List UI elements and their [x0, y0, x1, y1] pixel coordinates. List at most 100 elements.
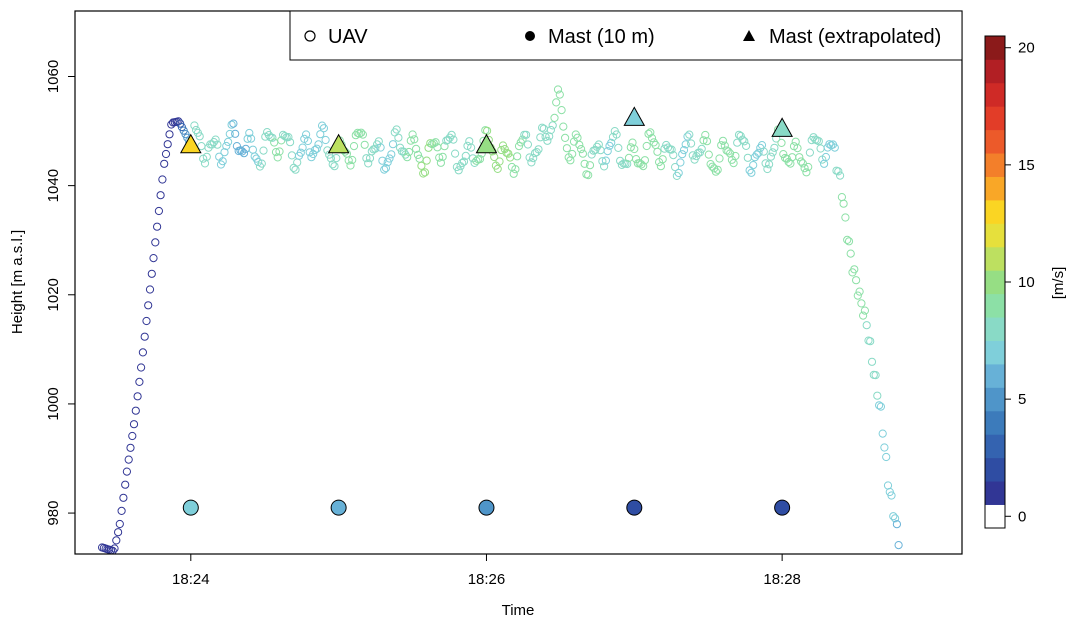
- uav-point: [612, 130, 621, 139]
- uav-point: [562, 144, 572, 153]
- colorbar-band: [985, 176, 1005, 201]
- uav-point: [406, 136, 415, 145]
- uav-point: [509, 169, 518, 178]
- uav-point: [876, 402, 886, 411]
- uav-point: [821, 152, 831, 162]
- uav-point: [135, 377, 144, 386]
- uav-point: [860, 306, 870, 315]
- colorbar-band: [985, 410, 1005, 435]
- uav-point: [117, 506, 126, 515]
- uav-point: [534, 145, 543, 154]
- colorbar-band: [985, 504, 1005, 529]
- uav-point: [475, 155, 485, 164]
- colorbar-tick-label: 20: [1018, 40, 1035, 57]
- uav-point: [380, 165, 389, 174]
- uav-point: [195, 132, 204, 141]
- uav-point: [454, 166, 463, 175]
- uav-point: [128, 431, 137, 441]
- uav-point: [286, 138, 295, 147]
- uav-point: [844, 237, 854, 246]
- uav-point: [190, 121, 199, 130]
- uav-point: [259, 146, 268, 155]
- uav-point: [387, 150, 396, 159]
- uav-point: [640, 156, 650, 165]
- uav-point: [720, 141, 729, 150]
- x-tick-label: 18:28: [763, 571, 801, 588]
- uav-point: [131, 406, 140, 415]
- uav-point: [119, 493, 128, 502]
- uav-point: [147, 269, 156, 278]
- uav-point: [795, 153, 804, 162]
- uav-point: [156, 191, 165, 200]
- uav-point: [646, 128, 655, 137]
- uav-point: [490, 152, 499, 162]
- uav-point: [318, 121, 327, 130]
- legend-box: [289, 10, 963, 61]
- uav-point: [766, 152, 776, 161]
- uav-point: [802, 168, 811, 177]
- y-tick-label: 980: [45, 501, 62, 526]
- uav-point: [355, 129, 364, 138]
- uav-point: [529, 154, 538, 163]
- uav-point: [667, 145, 676, 154]
- uav-point: [836, 171, 845, 180]
- colorbar-band: [985, 246, 1005, 271]
- colorbar-label: [m/s]: [1050, 267, 1067, 300]
- uav-point: [211, 135, 220, 144]
- uav-point: [364, 159, 373, 168]
- legend-filled-circle-icon: [525, 31, 535, 41]
- uav-point: [855, 287, 864, 296]
- uav-point: [889, 512, 898, 521]
- mast-point: [330, 499, 347, 516]
- uav-point: [598, 157, 607, 166]
- uav-point: [383, 158, 392, 167]
- uav-point: [348, 155, 357, 165]
- uav-point: [536, 133, 545, 142]
- uav-point: [245, 128, 254, 138]
- uav-point: [600, 162, 609, 171]
- uav-point: [436, 158, 445, 167]
- uav-point: [467, 143, 476, 152]
- uav-point: [875, 401, 884, 410]
- uav-point: [649, 138, 658, 147]
- uav-point: [603, 147, 612, 156]
- uav-point: [669, 151, 678, 160]
- uav-point: [701, 130, 710, 140]
- uav-point: [224, 137, 233, 146]
- colorbar-band: [985, 481, 1005, 505]
- uav-point: [459, 157, 469, 166]
- uav-point: [344, 156, 353, 165]
- uav-point: [685, 130, 694, 139]
- uav-point: [681, 140, 690, 149]
- uav-point: [679, 146, 689, 155]
- uav-point: [862, 321, 871, 330]
- uav-point: [451, 149, 460, 158]
- uav-point: [630, 144, 639, 154]
- uav-point: [674, 168, 683, 178]
- uav-point: [522, 130, 531, 139]
- uav-point: [417, 161, 426, 170]
- legend-open-circle-icon: [304, 30, 316, 42]
- uav-point: [759, 147, 768, 156]
- uav-point: [850, 265, 859, 274]
- uav-point: [892, 520, 902, 529]
- uav-point: [122, 467, 132, 476]
- uav-point: [426, 139, 435, 148]
- uav-point: [841, 213, 850, 222]
- uav-point: [165, 130, 174, 139]
- uav-point: [639, 162, 648, 171]
- uav-point: [346, 161, 355, 170]
- uav-point: [797, 157, 806, 166]
- uav-point: [243, 134, 252, 143]
- uav-point: [124, 455, 133, 464]
- uav-point: [642, 141, 651, 151]
- uav-point: [523, 140, 533, 149]
- uav-point: [112, 536, 121, 545]
- uav-point: [403, 153, 412, 162]
- uav-point: [254, 157, 263, 167]
- colorbar-band: [985, 270, 1005, 295]
- uav-point: [894, 541, 903, 550]
- uav-point: [726, 149, 735, 158]
- uav-point: [357, 128, 366, 137]
- uav-point: [449, 135, 458, 144]
